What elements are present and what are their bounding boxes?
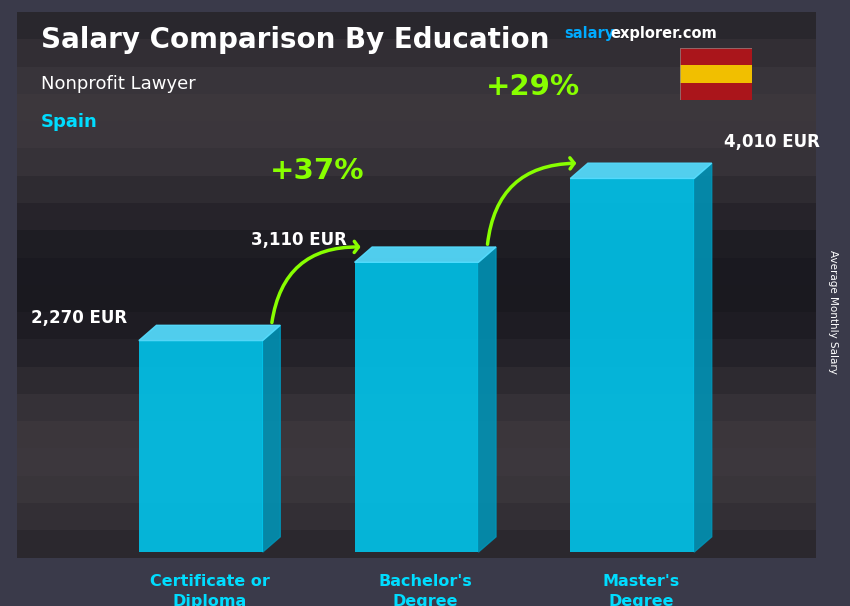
Bar xyxy=(17,285,816,312)
Polygon shape xyxy=(263,325,280,552)
Bar xyxy=(680,48,752,65)
Text: Certificate or
Diploma: Certificate or Diploma xyxy=(150,574,269,606)
Bar xyxy=(17,121,816,148)
Bar xyxy=(17,258,816,285)
Text: salary: salary xyxy=(564,25,615,41)
Polygon shape xyxy=(570,163,711,178)
Bar xyxy=(17,148,816,176)
Bar xyxy=(17,230,816,258)
Polygon shape xyxy=(479,247,496,552)
Bar xyxy=(17,367,816,394)
Polygon shape xyxy=(354,247,496,262)
Text: 2,270 EUR: 2,270 EUR xyxy=(31,309,127,327)
Bar xyxy=(17,203,816,230)
Bar xyxy=(570,178,694,552)
Text: explorer.com: explorer.com xyxy=(610,25,717,41)
Bar xyxy=(17,94,816,121)
Bar xyxy=(17,476,816,503)
Text: Nonprofit Lawyer: Nonprofit Lawyer xyxy=(41,75,196,93)
Bar xyxy=(17,421,816,448)
Bar xyxy=(17,39,816,67)
Text: Spain: Spain xyxy=(41,113,98,131)
Bar xyxy=(139,341,263,552)
Bar xyxy=(17,530,816,558)
Text: Average Monthly Salary: Average Monthly Salary xyxy=(828,250,838,374)
Polygon shape xyxy=(694,163,711,552)
Bar xyxy=(354,262,479,552)
Text: +29%: +29% xyxy=(486,73,581,101)
Bar xyxy=(17,339,816,367)
Text: Master's
Degree: Master's Degree xyxy=(603,574,680,606)
Polygon shape xyxy=(139,325,280,341)
Bar xyxy=(17,448,816,476)
Text: 3,110 EUR: 3,110 EUR xyxy=(251,231,347,248)
Bar xyxy=(17,67,816,94)
Bar xyxy=(17,394,816,421)
Bar xyxy=(680,83,752,100)
Bar xyxy=(17,176,816,203)
Text: Bachelor's
Degree: Bachelor's Degree xyxy=(378,574,472,606)
Text: 4,010 EUR: 4,010 EUR xyxy=(723,133,819,151)
Bar xyxy=(680,65,752,83)
Bar xyxy=(17,312,816,339)
Bar xyxy=(17,503,816,530)
Text: Salary Comparison By Education: Salary Comparison By Education xyxy=(41,25,549,54)
Bar xyxy=(17,12,816,39)
Text: +37%: +37% xyxy=(270,157,365,185)
